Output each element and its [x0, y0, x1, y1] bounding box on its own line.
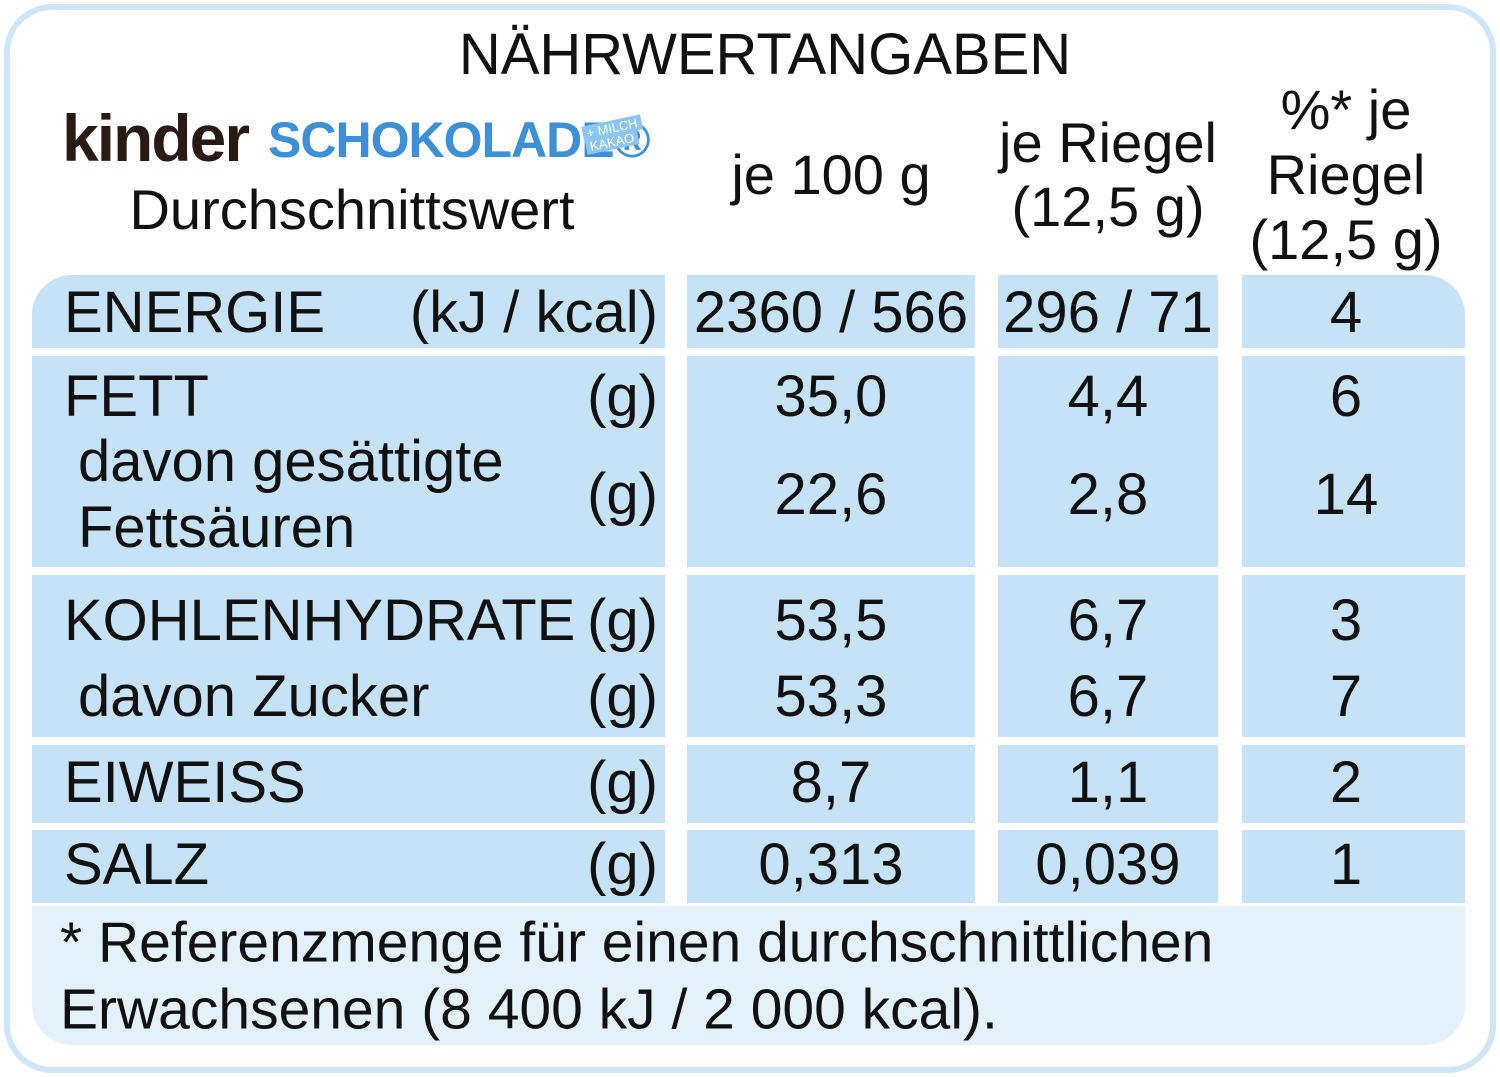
row-value: 4,4 [1067, 364, 1149, 429]
cell-bg [998, 830, 1218, 903]
row-value: 6,7 [1067, 588, 1149, 653]
cell-bg [687, 275, 975, 348]
row-label: davon Zucker [78, 664, 430, 729]
row-value: 3 [1329, 588, 1363, 653]
row-value: 2,8 [1067, 462, 1149, 527]
row-value: 35,0 [774, 364, 888, 429]
cell-bg [687, 356, 975, 567]
row-label: davon gesättigte [78, 429, 504, 494]
row-label: SALZ [64, 832, 210, 897]
row-value: 4 [1329, 280, 1363, 345]
row-value: 6 [1329, 364, 1363, 429]
row-label: EIWEISS [64, 750, 306, 815]
cell-bg [32, 830, 665, 903]
cell-bg [998, 275, 1218, 348]
row-label: KOHLENHYDRATE [64, 588, 576, 653]
row-unit: (g) [587, 832, 658, 897]
row-label: FETT [64, 364, 209, 429]
column-header: %* je [1280, 78, 1412, 141]
row-unit: (g) [587, 588, 658, 653]
column-header: (12,5 g) [1011, 175, 1205, 238]
row-value: 8,7 [790, 750, 872, 815]
column-header: Riegel [1266, 143, 1426, 206]
row-unit: (g) [587, 664, 658, 729]
cell-bg [687, 575, 975, 737]
row-unit: (kJ / kcal) [409, 280, 658, 345]
row-value: 0,313 [758, 832, 904, 897]
row-label: ENERGIE [64, 280, 326, 345]
cell-bg [32, 745, 665, 823]
row-unit: (g) [587, 462, 658, 527]
title: NÄHRWERTANGABEN [458, 22, 1072, 87]
footnote: * Referenzmenge für einen durchschnittli… [60, 910, 1214, 975]
cell-bg [1242, 356, 1465, 567]
cell-bg [998, 356, 1218, 567]
row-label: Fettsäuren [78, 495, 356, 560]
cell-bg [32, 575, 665, 737]
row-value: 53,5 [774, 588, 888, 653]
cell-bg [32, 275, 665, 348]
header-label: Durchschnittswert [129, 178, 575, 241]
footnote: Erwachsenen (8 400 kJ / 2 000 kcal). [60, 977, 998, 1042]
column-header: je Riegel [999, 111, 1217, 174]
row-value: 22,6 [774, 462, 888, 527]
cell-bg [1242, 830, 1465, 903]
frame [4, 4, 1496, 1073]
cell-bg [998, 575, 1218, 737]
cell-bg [32, 356, 665, 567]
row-value: 1 [1329, 832, 1363, 897]
brand-name: kinder [62, 101, 250, 175]
cell-bg [1242, 745, 1465, 823]
cell-bg [998, 745, 1218, 823]
cell-bg [687, 745, 975, 823]
row-value: 53,3 [774, 664, 888, 729]
cell-bg [687, 830, 975, 903]
row-unit: (g) [587, 750, 658, 815]
footnote-bg [32, 906, 1465, 1045]
row-value: 7 [1329, 664, 1363, 729]
row-value: 2 [1329, 750, 1363, 815]
cell-bg [1242, 575, 1465, 737]
row-value: 296 / 71 [1003, 280, 1213, 345]
row-value: 1,1 [1067, 750, 1149, 815]
row-unit: (g) [587, 364, 658, 429]
row-value: 0,039 [1035, 832, 1181, 897]
row-value: 2360 / 566 [693, 280, 969, 345]
column-header: je 100 g [731, 143, 931, 206]
row-value: 6,7 [1067, 664, 1149, 729]
row-value: 14 [1313, 462, 1379, 527]
column-header: (12,5 g) [1249, 208, 1443, 271]
cell-bg [1242, 275, 1465, 348]
